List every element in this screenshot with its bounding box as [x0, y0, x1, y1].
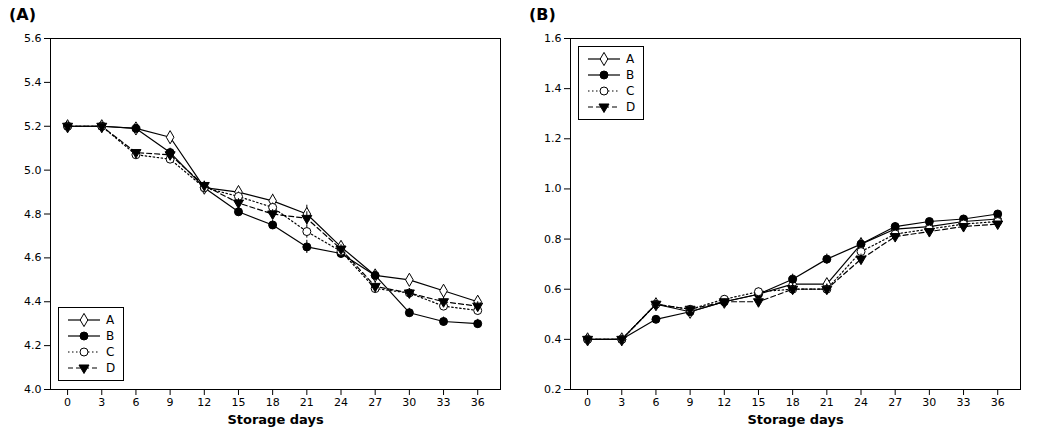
svg-text:5.2: 5.2 [24, 120, 42, 133]
svg-text:3: 3 [98, 396, 105, 409]
html-text:A: A [106, 313, 115, 327]
svg-text:21: 21 [820, 396, 834, 409]
svg-text:0: 0 [64, 396, 71, 409]
svg-text:24: 24 [854, 396, 868, 409]
svg-text:0.8: 0.8 [544, 233, 562, 246]
svg-text:4.2: 4.2 [24, 339, 42, 352]
svg-text:18: 18 [786, 396, 800, 409]
svg-text:21: 21 [300, 396, 314, 409]
svg-text:24: 24 [334, 396, 348, 409]
svg-text:27: 27 [368, 396, 382, 409]
html-text:B: B [626, 68, 635, 82]
svg-text:36: 36 [991, 396, 1005, 409]
svg-text:Storage days: Storage days [747, 412, 843, 427]
svg-text:6: 6 [132, 396, 139, 409]
html-text:D: D [626, 100, 636, 114]
html-text:C: C [106, 345, 115, 359]
svg-text:0.6: 0.6 [544, 283, 562, 296]
svg-text:1.2: 1.2 [544, 132, 562, 145]
svg-text:30: 30 [402, 396, 416, 409]
svg-text:27: 27 [888, 396, 902, 409]
html-text:B: B [106, 329, 115, 343]
svg-text:5.0: 5.0 [24, 164, 42, 177]
svg-text:0: 0 [584, 396, 591, 409]
html-text:A: A [626, 52, 635, 66]
svg-text:30: 30 [922, 396, 936, 409]
svg-text:1.4: 1.4 [544, 82, 562, 95]
svg-text:9: 9 [167, 396, 174, 409]
svg-text:33: 33 [437, 396, 451, 409]
svg-text:0.4: 0.4 [544, 333, 562, 346]
svg-text:4.8: 4.8 [24, 208, 42, 221]
svg-text:12: 12 [197, 396, 211, 409]
svg-text:18: 18 [266, 396, 280, 409]
svg-text:15: 15 [231, 396, 245, 409]
svg-text:33: 33 [957, 396, 971, 409]
svg-text:4.0: 4.0 [24, 383, 42, 396]
html-text:C: C [626, 84, 635, 98]
svg-text:6: 6 [652, 396, 659, 409]
svg-text:Storage days: Storage days [227, 412, 323, 427]
svg-text:0.2: 0.2 [544, 383, 562, 396]
svg-text:1.6: 1.6 [544, 32, 562, 45]
html-text:D: D [106, 361, 116, 375]
svg-text:12: 12 [717, 396, 731, 409]
svg-text:9: 9 [687, 396, 694, 409]
svg-text:3: 3 [618, 396, 625, 409]
svg-text:5.4: 5.4 [24, 76, 42, 89]
html-text:(B): (B) [529, 5, 556, 24]
svg-text:15: 15 [751, 396, 765, 409]
html-text:(A): (A) [9, 5, 36, 24]
svg-text:36: 36 [471, 396, 485, 409]
svg-text:4.6: 4.6 [24, 251, 42, 264]
svg-text:1.0: 1.0 [544, 182, 562, 195]
svg-text:5.6: 5.6 [24, 32, 42, 45]
svg-text:4.4: 4.4 [24, 295, 42, 308]
